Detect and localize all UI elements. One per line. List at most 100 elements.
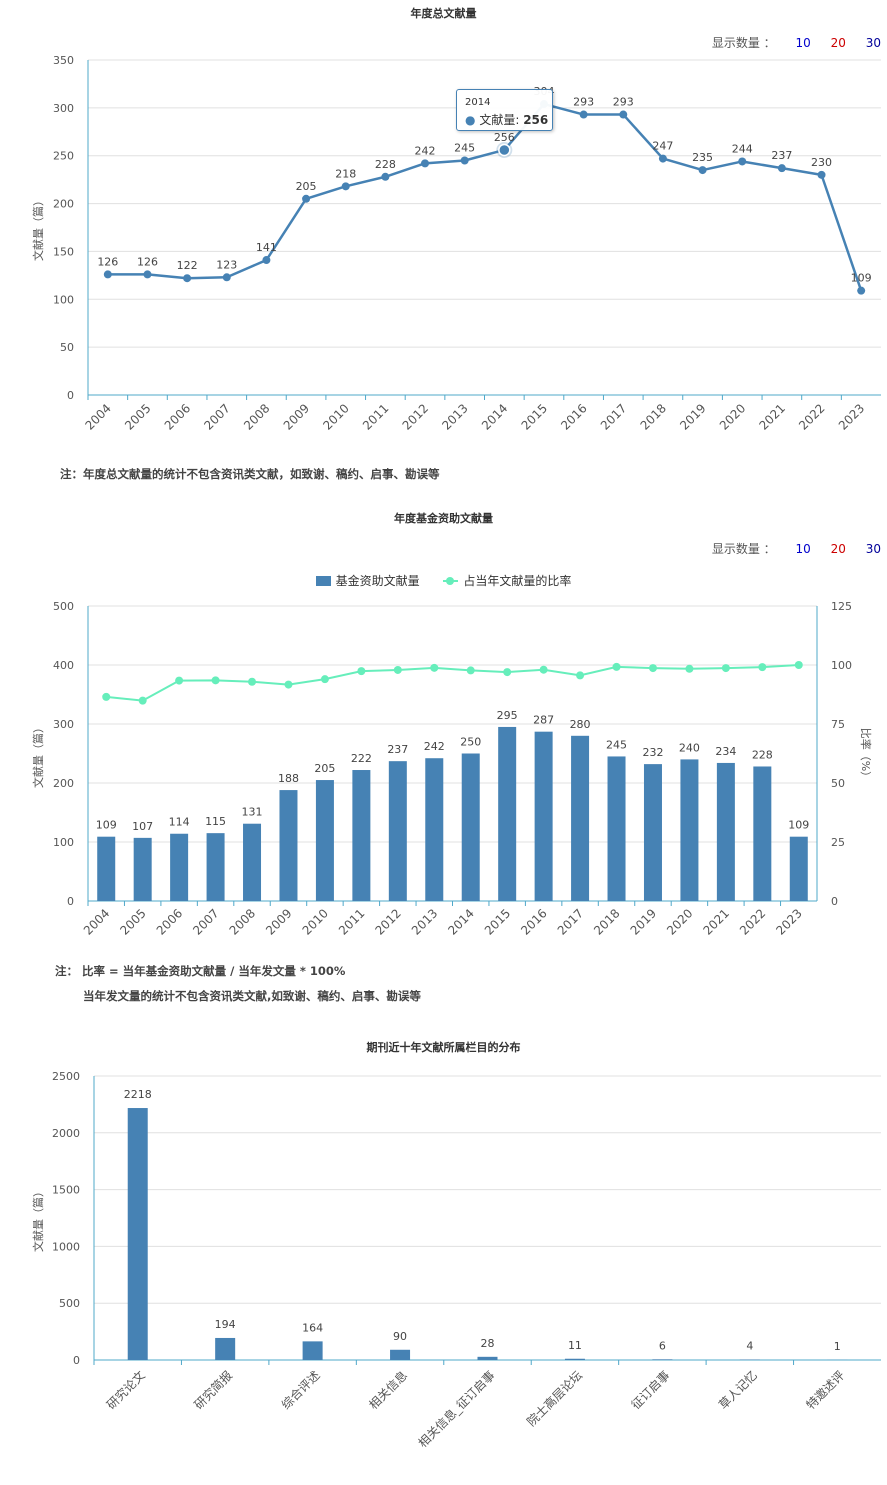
bar: [302, 1341, 323, 1360]
legend-label-ratio: 占当年文献量的比率: [463, 574, 572, 588]
data-point: [777, 164, 786, 173]
y2-tick-label: 0: [831, 895, 838, 908]
y-tick-label: 400: [53, 659, 74, 672]
chart3-y-axis-label: 文献量（篇）: [31, 1186, 45, 1252]
bar-label: 287: [533, 714, 554, 727]
show-count-20-button[interactable]: 20: [830, 36, 846, 50]
x-tick-label: 2021: [756, 401, 787, 432]
bar-label: 1: [834, 1340, 841, 1353]
bar: [243, 823, 262, 901]
bar-label: 114: [169, 816, 190, 829]
data-point: [460, 156, 469, 165]
y-tick-label: 200: [53, 198, 74, 211]
data-label: 230: [811, 156, 832, 169]
y-tick-label: 300: [53, 102, 74, 115]
bar-label: 228: [752, 748, 773, 761]
y-tick-label: 200: [53, 777, 74, 790]
ratio-point: [357, 667, 366, 676]
x-tick-label: 2012: [400, 401, 431, 432]
x-tick-label: 2009: [281, 401, 312, 432]
x-tick-label: 2017: [598, 401, 629, 432]
x-tick-label: 2022: [796, 401, 827, 432]
data-label: 242: [415, 144, 436, 157]
x-tick-label: 2006: [154, 906, 185, 937]
show-count-10-button[interactable]: 10: [795, 36, 811, 50]
bar: [498, 726, 517, 901]
data-point: [183, 274, 192, 283]
bar: [680, 759, 699, 901]
ratio-point: [758, 663, 767, 672]
y-tick-label: 100: [53, 836, 74, 849]
legend-item-ratio[interactable]: 占当年文献量的比率: [443, 572, 571, 589]
bar: [133, 837, 152, 901]
show-count-20-button[interactable]: 20: [830, 542, 846, 556]
y2-tick-label: 25: [831, 836, 845, 849]
y-tick-label: 1500: [52, 1184, 80, 1197]
bar: [607, 756, 626, 901]
bar: [652, 1359, 673, 1360]
x-tick-label: 2022: [737, 906, 768, 937]
x-tick-label: 2019: [677, 401, 708, 432]
y-tick-label: 500: [53, 600, 74, 613]
data-point: [579, 110, 588, 119]
data-label: 247: [652, 140, 673, 153]
y-tick-label: 300: [53, 718, 74, 731]
bar: [716, 762, 735, 901]
x-tick-label: 征订启事: [629, 1368, 673, 1412]
y-tick-label: 250: [53, 150, 74, 163]
chart1-note: 注：年度总文献量的统计不包含资讯类文献，如致谢、稿约、启事、勘误等: [60, 467, 440, 481]
bar: [564, 1358, 585, 1360]
ratio-point: [393, 665, 402, 674]
ratio-point: [175, 676, 184, 685]
bar: [753, 766, 772, 901]
chart2-title: 年度基金资助文献量: [394, 512, 493, 525]
tooltip-value: 256: [523, 113, 549, 127]
bar: [425, 758, 444, 901]
show-count-30-button[interactable]: 30: [865, 36, 881, 50]
x-tick-label: 2023: [836, 401, 867, 432]
data-label: 218: [335, 167, 356, 180]
y-tick-label: 2500: [52, 1070, 80, 1083]
legend-item-funded[interactable]: 基金资助文献量: [315, 572, 420, 589]
show-count-10-button[interactable]: 10: [795, 542, 811, 556]
chart1-show-count: 显示数量 ： 10 20 30: [712, 34, 881, 51]
x-tick-label: 2014: [445, 906, 476, 937]
legend-label-funded: 基金资助文献量: [335, 574, 420, 588]
y-tick-label: 100: [53, 293, 74, 306]
y2-tick-label: 100: [831, 659, 852, 672]
data-label: 256: [494, 131, 515, 144]
x-tick-label: 2004: [82, 401, 113, 432]
show-count-30-button[interactable]: 30: [865, 542, 881, 556]
bar-label: 205: [314, 762, 335, 775]
tooltip-label: 文献量:: [479, 113, 520, 127]
data-point: [341, 182, 350, 191]
y2-tick-label: 50: [831, 777, 845, 790]
x-tick-label: 相关信息_征订启事: [415, 1368, 498, 1451]
bar-label: 194: [215, 1318, 236, 1331]
x-tick-label: 2020: [664, 906, 695, 937]
legend-bar-swatch-icon: [315, 575, 331, 586]
x-tick-label: 2014: [479, 401, 510, 432]
ratio-point: [648, 664, 657, 673]
bar-label: 109: [96, 819, 117, 832]
ratio-point: [284, 680, 293, 689]
x-tick-label: 2010: [320, 401, 351, 432]
x-tick-label: 2005: [122, 401, 153, 432]
x-tick-label: 2013: [409, 906, 440, 937]
bar-label: 131: [242, 806, 263, 819]
x-tick-label: 2023: [773, 906, 804, 937]
bar-label: 222: [351, 752, 372, 765]
y-tick-label: 0: [67, 389, 74, 402]
x-tick-label: 2012: [372, 906, 403, 937]
bar: [477, 1356, 498, 1360]
bar-label: 107: [132, 820, 153, 833]
chart2-show-count: 显示数量 ： 10 20 30: [712, 540, 881, 557]
data-label: 109: [851, 272, 872, 285]
bar-label: 28: [481, 1337, 495, 1350]
bar: [534, 731, 553, 901]
ratio-point: [685, 664, 694, 673]
y-tick-label: 350: [53, 54, 74, 67]
bar: [315, 780, 334, 901]
chart2-y-axis-label: 文献量（篇）: [31, 722, 45, 788]
bar: [127, 1108, 148, 1360]
